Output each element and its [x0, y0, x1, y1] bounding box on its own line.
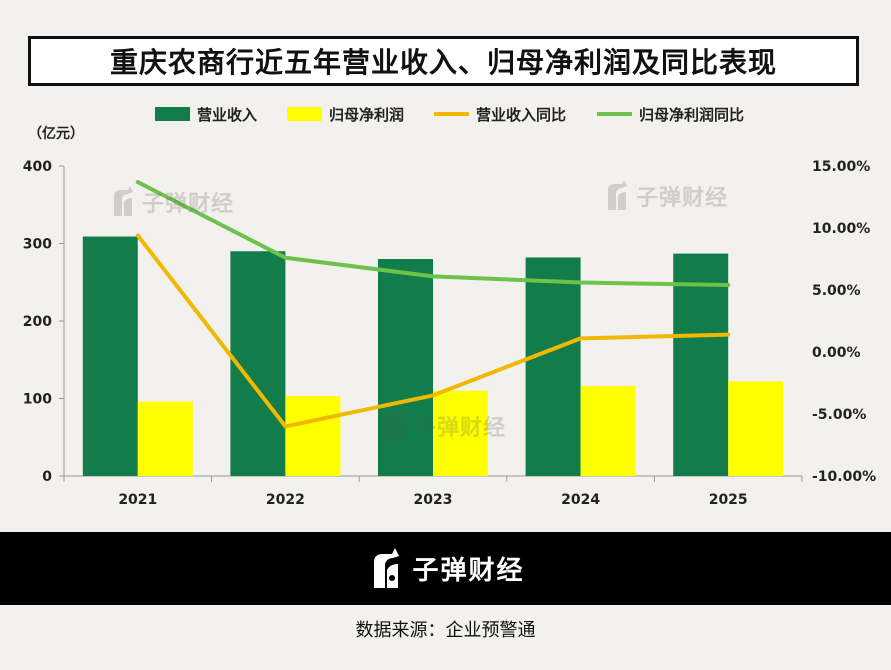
- chart-svg: 营业收入 归母净利润 营业收入同比 归母净利润同比 0 100 200 300 400 （亿元）…: [23, 106, 876, 508]
- point-revenue-yoy: [726, 332, 730, 337]
- watermark-2: 子弹财经: [602, 180, 728, 212]
- y-right-tick-label: 10.00%: [812, 221, 870, 237]
- point-profit-yoy: [578, 280, 583, 285]
- watermark-1: 子弹财经: [108, 186, 234, 218]
- x-tick-label: 2024: [561, 492, 600, 508]
- point-revenue-yoy: [136, 233, 140, 238]
- bar-net-profit: [137, 401, 193, 476]
- bullet-logo-icon: [374, 547, 400, 588]
- y-left-tick-label: 300: [23, 237, 52, 253]
- bars: [82, 236, 784, 476]
- legend-label: 营业收入: [197, 106, 257, 124]
- point-profit-yoy: [283, 255, 288, 260]
- x-tick-label: 2022: [266, 492, 305, 508]
- watermark-3: 子弹财经: [380, 410, 506, 442]
- point-revenue-yoy: [578, 336, 583, 341]
- y-left-tick-label: 400: [23, 159, 52, 175]
- bar-net-profit: [433, 390, 488, 476]
- legend-label: 归母净利润同比: [639, 106, 744, 124]
- brand-name: 子弹财经: [412, 556, 525, 586]
- point-revenue-yoy: [431, 393, 435, 398]
- y-left-tick-label: 200: [23, 314, 52, 330]
- bar-net-profit: [285, 396, 341, 476]
- y-left-unit-label: （亿元）: [28, 125, 84, 142]
- legend: 营业收入 归母净利润 营业收入同比 归母净利润同比: [155, 106, 744, 124]
- legend-label: 营业收入同比: [476, 106, 566, 124]
- bar-revenue: [82, 236, 138, 476]
- y-left-tick-label: 0: [42, 469, 52, 485]
- point-revenue-yoy: [283, 424, 288, 429]
- brand: 子弹财经: [366, 547, 525, 590]
- x-tick-label: 2023: [414, 492, 453, 508]
- bar-revenue: [378, 259, 433, 476]
- point-profit-yoy: [726, 283, 730, 287]
- bar-net-profit: [728, 381, 784, 476]
- y-right-tick-label: -5.00%: [812, 407, 866, 423]
- y-right-tick-label: 0.00%: [812, 345, 861, 361]
- bar-revenue: [525, 257, 581, 476]
- bar-net-profit: [580, 386, 636, 476]
- bullet-logo-icon: [386, 410, 405, 440]
- bar-revenue: [230, 251, 286, 476]
- x-tick-label: 2021: [118, 492, 157, 508]
- x-tick-label: 2025: [709, 492, 748, 508]
- legend-swatch: [287, 107, 322, 121]
- lines: [135, 180, 731, 429]
- point-profit-yoy: [431, 274, 435, 279]
- footer-band: 子弹财经: [0, 532, 891, 605]
- data-source: 数据来源：企业预警通: [355, 620, 536, 641]
- bar-revenue: [673, 253, 729, 476]
- y-right-tick-label: 15.00%: [812, 159, 870, 175]
- legend-swatch: [155, 107, 190, 121]
- y-right-tick-label: -10.00%: [812, 469, 876, 485]
- point-profit-yoy: [136, 180, 140, 184]
- legend-label: 归母净利润: [329, 106, 404, 124]
- chart-title: 重庆农商行近五年营业收入、归母净利润及同比表现: [28, 36, 859, 86]
- bullet-logo-icon: [114, 186, 133, 216]
- y-right-tick-label: 5.00%: [812, 283, 861, 299]
- bullet-logo-icon: [608, 180, 627, 210]
- y-left-tick-label: 100: [23, 392, 52, 408]
